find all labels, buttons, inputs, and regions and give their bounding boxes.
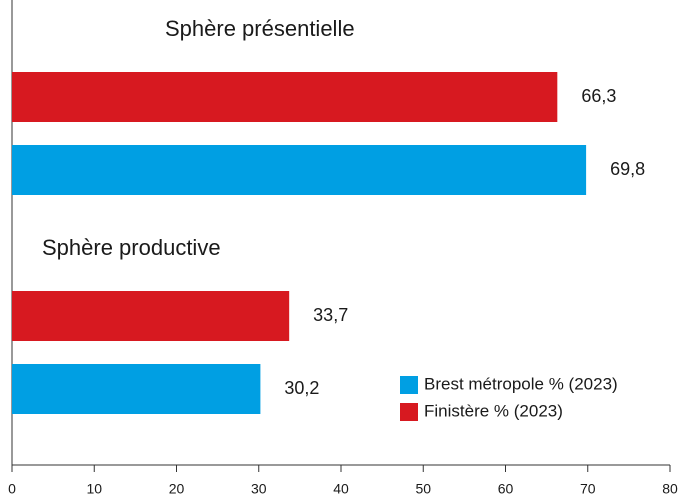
legend-swatch [400, 403, 418, 421]
value-label: 66,3 [581, 86, 616, 106]
legend-swatch [400, 376, 418, 394]
x-tick-label: 10 [86, 481, 102, 497]
bar [12, 291, 290, 341]
x-tick-label: 60 [498, 481, 514, 497]
legend-label: Brest métropole % (2023) [424, 374, 618, 393]
x-tick-label: 70 [580, 481, 596, 497]
bar [12, 364, 261, 414]
legend-label: Finistère % (2023) [424, 401, 563, 420]
value-label: 30,2 [284, 378, 319, 398]
x-tick-label: 20 [169, 481, 185, 497]
bar [12, 145, 587, 195]
x-tick-label: 30 [251, 481, 267, 497]
category-label: Sphère productive [42, 235, 221, 260]
value-label: 69,8 [610, 159, 645, 179]
x-tick-label: 80 [662, 481, 678, 497]
category-label: Sphère présentielle [165, 16, 355, 41]
x-tick-label: 40 [333, 481, 349, 497]
bar [12, 72, 558, 122]
value-label: 33,7 [313, 305, 348, 325]
x-tick-label: 0 [8, 481, 16, 497]
x-tick-label: 50 [415, 481, 431, 497]
